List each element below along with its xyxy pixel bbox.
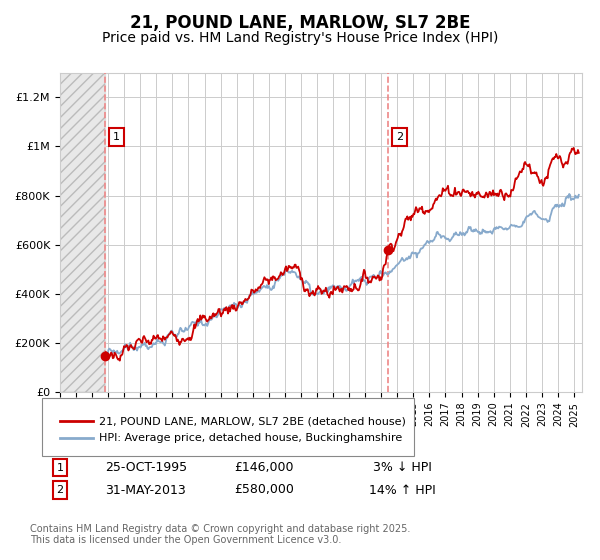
Text: 14% ↑ HPI: 14% ↑ HPI [368, 483, 436, 497]
Text: HPI: Average price, detached house, Buckinghamshire: HPI: Average price, detached house, Buck… [99, 433, 402, 443]
Text: 25-OCT-1995: 25-OCT-1995 [105, 461, 187, 474]
Text: 31-MAY-2013: 31-MAY-2013 [105, 483, 186, 497]
Text: £146,000: £146,000 [234, 461, 294, 474]
Text: Contains HM Land Registry data © Crown copyright and database right 2025.
This d: Contains HM Land Registry data © Crown c… [30, 524, 410, 545]
Text: 3% ↓ HPI: 3% ↓ HPI [373, 461, 431, 474]
Text: Price paid vs. HM Land Registry's House Price Index (HPI): Price paid vs. HM Land Registry's House … [102, 31, 498, 45]
Text: 21, POUND LANE, MARLOW, SL7 2BE: 21, POUND LANE, MARLOW, SL7 2BE [130, 14, 470, 32]
Text: 1: 1 [56, 463, 64, 473]
Text: £580,000: £580,000 [234, 483, 294, 497]
Text: 21, POUND LANE, MARLOW, SL7 2BE (detached house): 21, POUND LANE, MARLOW, SL7 2BE (detache… [99, 416, 406, 426]
Text: 1: 1 [113, 132, 121, 142]
Text: 2: 2 [396, 132, 403, 142]
Bar [60, 73, 105, 392]
Text: 2: 2 [56, 485, 64, 495]
Bar [60, 73, 105, 392]
